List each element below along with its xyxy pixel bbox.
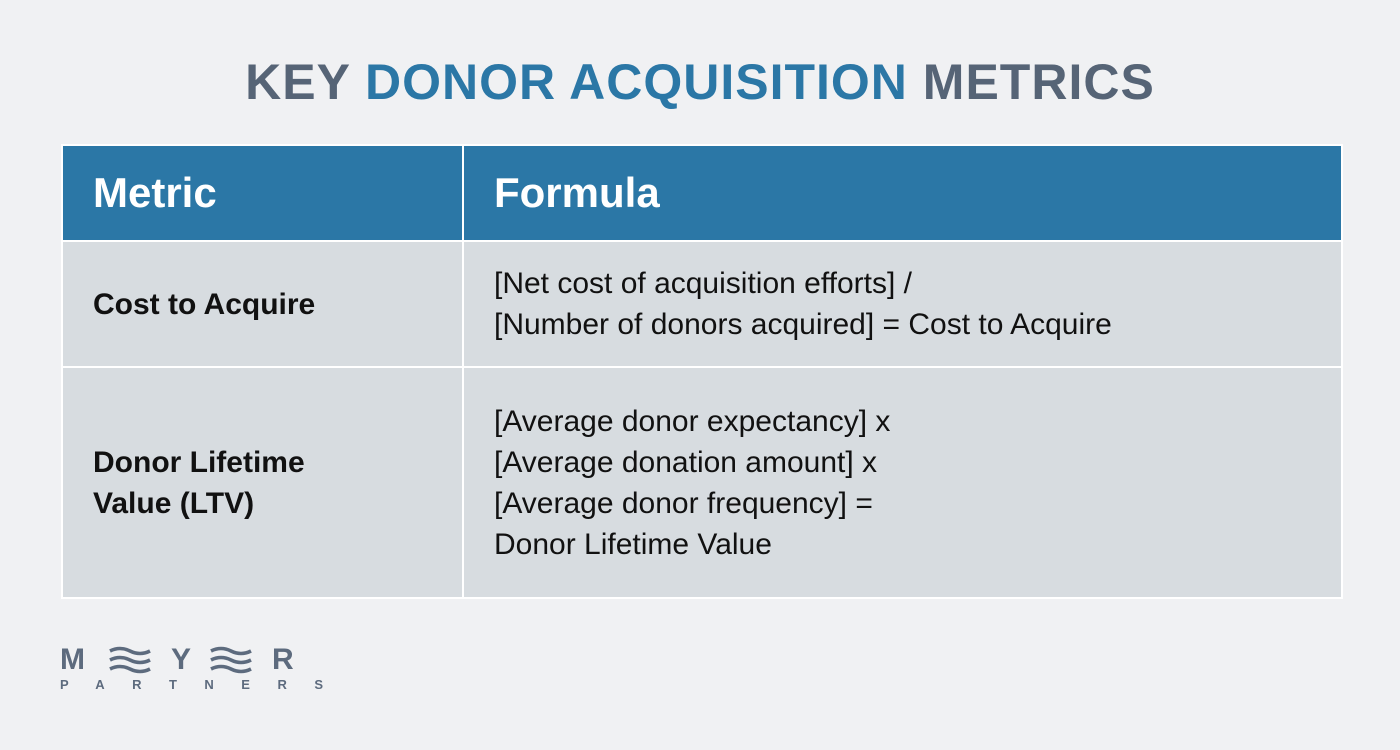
- formula-line: [Average donation amount] x: [494, 445, 878, 479]
- formula-line: [Average donor expectancy] x: [494, 404, 891, 438]
- logo-letter-r: R: [272, 643, 294, 676]
- title-part-metrics: METRICS: [907, 54, 1155, 110]
- metric-name-donor-lifetime-value: Donor Lifetime Value (LTV): [93, 445, 305, 520]
- metric-cell: Cost to Acquire: [61, 240, 464, 368]
- logo-wordmark: M Y R: [60, 644, 305, 676]
- table-row: Cost to Acquire [Net cost of acquisition…: [61, 240, 1343, 368]
- title-part-key: KEY: [245, 54, 365, 110]
- wave-lines-icon: [210, 646, 252, 674]
- formula-line: [Number of donors acquired] = Cost to Ac…: [494, 308, 1112, 341]
- wave-lines-icon: [109, 646, 151, 674]
- formula-line: [Average donor frequency] =: [494, 486, 873, 520]
- header-metric: Metric: [61, 144, 464, 242]
- formula-cell: [Average donor expectancy] x [Average do…: [462, 366, 1343, 599]
- table-header-row: Metric Formula: [61, 144, 1343, 242]
- formula-line: [Net cost of acquisition efforts] /: [494, 267, 912, 300]
- formula-line: Donor Lifetime Value: [494, 527, 772, 561]
- formula-cell: [Net cost of acquisition efforts] / [Num…: [462, 240, 1343, 368]
- table-row: Donor Lifetime Value (LTV) [Average dono…: [61, 366, 1343, 599]
- title-part-donor-acquisition: DONOR ACQUISITION: [364, 54, 908, 110]
- metrics-table: Metric Formula Cost to Acquire [Net cost…: [61, 144, 1343, 599]
- metric-name-cost-to-acquire: Cost to Acquire: [93, 287, 316, 321]
- header-formula: Formula: [462, 144, 1343, 242]
- meyer-partners-logo: M Y R PARTNERS: [60, 644, 351, 694]
- logo-letter-m: M: [60, 643, 85, 676]
- logo-letter-y: Y: [170, 643, 191, 676]
- page-title: KEY DONOR ACQUISITION METRICS: [0, 52, 1400, 112]
- logo-subtitle: PARTNERS: [60, 677, 351, 692]
- metric-cell: Donor Lifetime Value (LTV): [61, 366, 464, 599]
